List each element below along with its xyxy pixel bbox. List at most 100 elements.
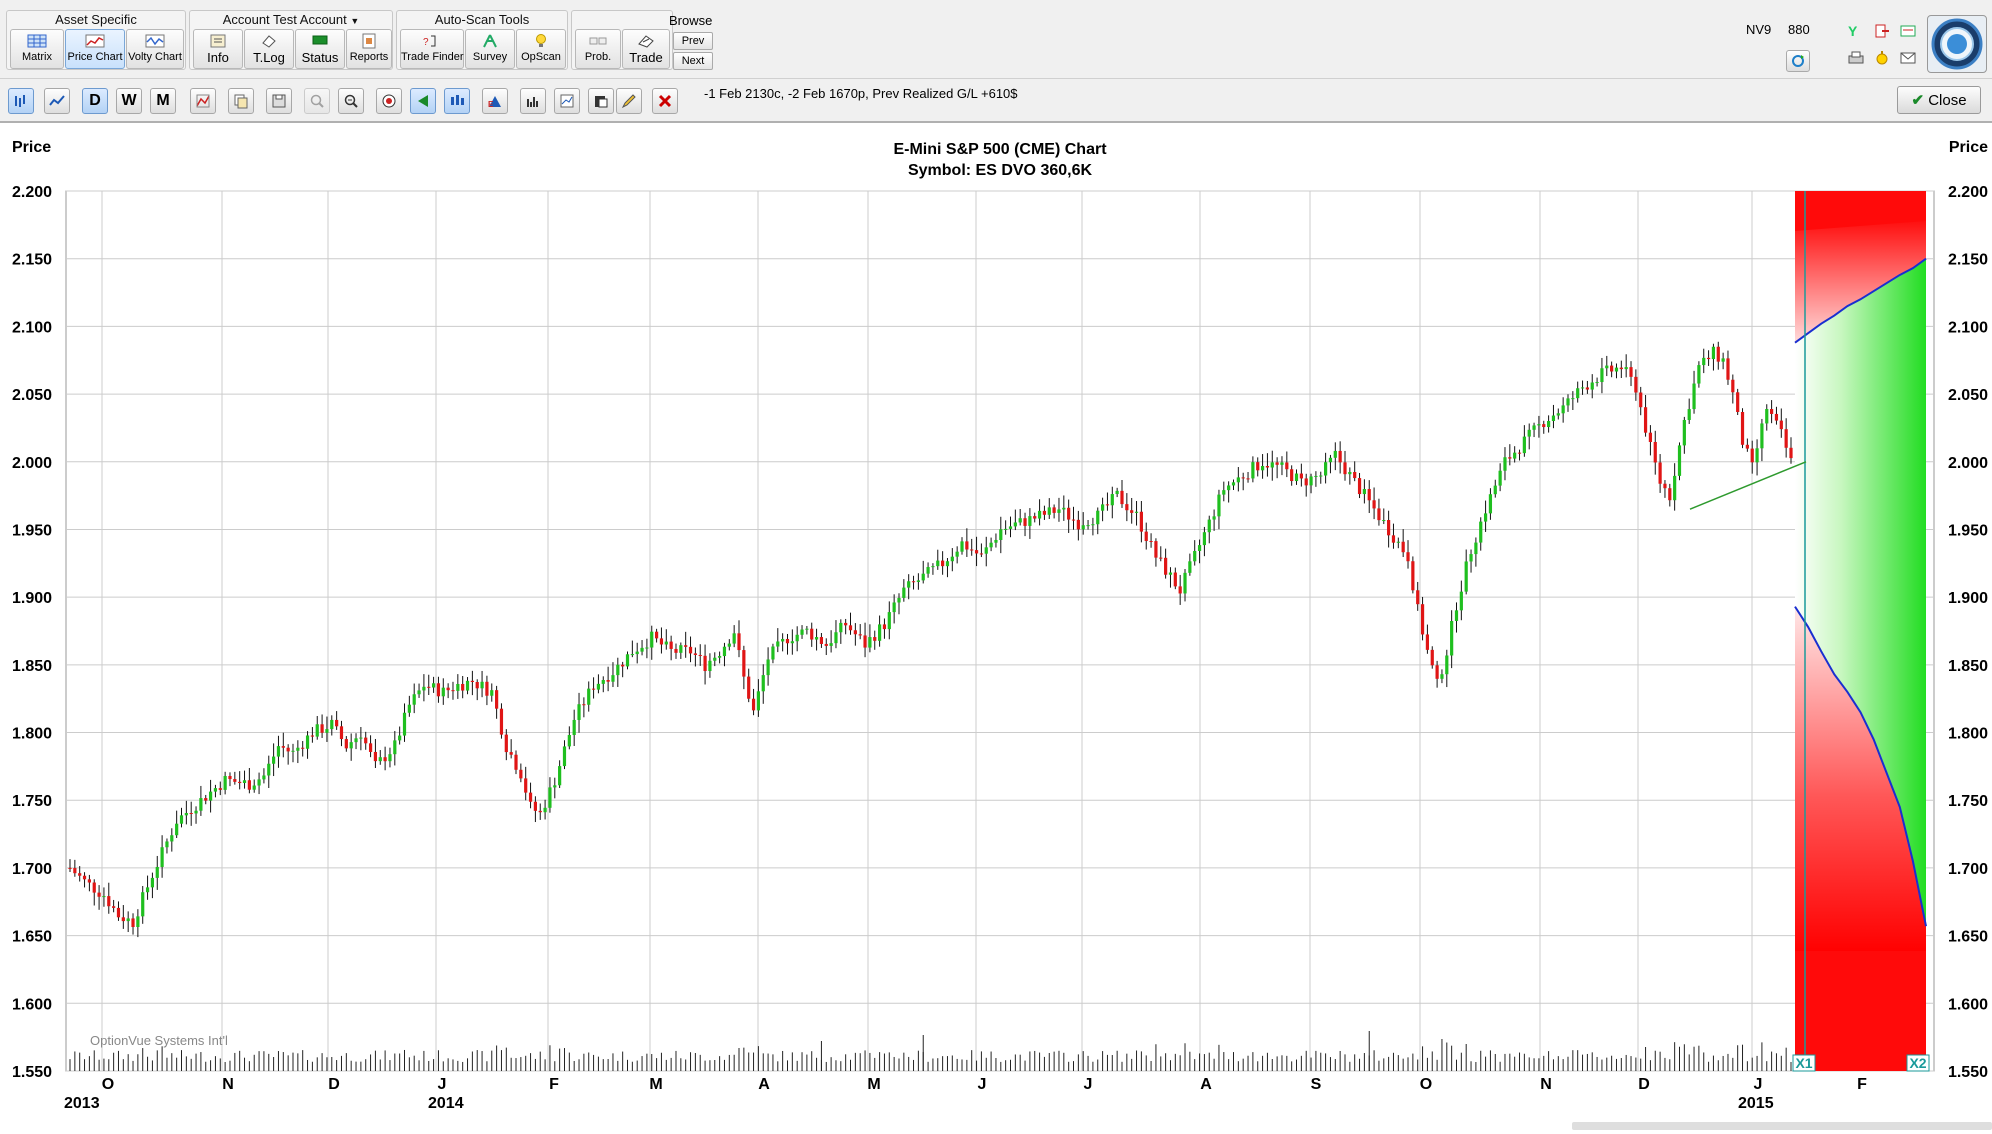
candle-body: [1197, 545, 1202, 551]
chart-subtitle: Symbol: ES DVO 360,6K: [908, 162, 1093, 179]
indicator-icon[interactable]: [190, 88, 216, 114]
y-tick-label-right: 2.000: [1948, 455, 1988, 472]
candle-body: [446, 687, 450, 691]
candlestick-icon[interactable]: [444, 88, 470, 114]
candle-body: [1304, 478, 1308, 486]
trade-finder-button[interactable]: ? Trade Finder: [400, 29, 464, 69]
alert-icon[interactable]: [1874, 50, 1890, 66]
opscan-button[interactable]: OpScan: [516, 29, 566, 69]
candle-body: [1004, 528, 1008, 530]
export-icon[interactable]: [1874, 23, 1890, 39]
horizontal-scrollbar[interactable]: [1572, 1122, 1992, 1130]
candle-body: [495, 690, 499, 709]
status-button[interactable]: Status: [295, 29, 345, 69]
close-button[interactable]: ✔ Close: [1897, 86, 1981, 114]
candle-body: [1789, 447, 1793, 459]
bar-chart-mode-button[interactable]: [8, 88, 34, 114]
period-monthly-button[interactable]: M: [150, 88, 176, 114]
watermark: OptionVue Systems Int'l: [90, 1033, 228, 1048]
yahoo-icon[interactable]: Y: [1848, 23, 1858, 39]
copy-icon[interactable]: [228, 88, 254, 114]
candle-body: [970, 549, 974, 551]
candle-body: [543, 807, 547, 813]
volty-chart-button[interactable]: Volty Chart: [126, 29, 184, 69]
candle-body: [150, 877, 155, 888]
trade-button[interactable]: Trade: [622, 29, 670, 69]
candle-body: [465, 680, 470, 691]
candle-body: [1450, 621, 1454, 656]
trade-icon: [638, 35, 654, 48]
candle-body: [1571, 398, 1575, 400]
prev-button[interactable]: Prev: [673, 32, 713, 50]
trade-log-button[interactable]: T.Log: [244, 29, 294, 69]
candle-body: [766, 659, 770, 676]
price-chart-canvas[interactable]: X1 X2 2.200 2.200 2.150 2.150 2.100 2.100 2.050…: [0, 123, 1992, 1129]
candle-body: [1343, 462, 1347, 475]
period-weekly-button[interactable]: W: [116, 88, 142, 114]
matrix-button[interactable]: Matrix: [10, 29, 64, 69]
x-month-label: F: [1857, 1076, 1867, 1093]
info-button[interactable]: Info: [193, 29, 243, 69]
candle-body: [591, 688, 596, 690]
status-value: 880: [1788, 22, 1810, 37]
candle-body: [650, 631, 654, 648]
studies-icon[interactable]: E: [482, 88, 508, 114]
x-month-label: D: [328, 1076, 340, 1093]
next-button[interactable]: Next: [673, 52, 713, 70]
candle-body: [698, 654, 702, 656]
zoom-in-icon[interactable]: [304, 88, 330, 114]
candle-body: [684, 645, 688, 647]
account-dropdown[interactable]: Account Test Account ▼: [190, 12, 392, 27]
volume-icon[interactable]: [520, 88, 546, 114]
candle-body: [179, 815, 184, 824]
app-logo: [1927, 15, 1987, 73]
candle-body: [1643, 407, 1648, 433]
x-month-label: D: [1638, 1076, 1650, 1093]
y-tick-label-left: 2.200: [12, 184, 52, 201]
candle-body: [398, 735, 402, 741]
candle-body: [931, 566, 935, 568]
y-axis-label-right: Price: [1949, 139, 1988, 156]
candle-body: [781, 638, 785, 642]
price-chart-button[interactable]: Price Chart: [65, 29, 125, 69]
y-tick-label-left: 2.050: [12, 387, 52, 404]
chart-title: E-Mini S&P 500 (CME) Chart: [893, 141, 1107, 158]
candle-body: [242, 780, 247, 784]
delete-icon[interactable]: [652, 88, 678, 114]
candle-body: [916, 580, 920, 582]
reports-button[interactable]: Reports: [346, 29, 392, 69]
x-month-label: J: [978, 1076, 987, 1093]
save-icon[interactable]: [266, 88, 292, 114]
candle-body: [276, 746, 281, 757]
mail-icon[interactable]: [1900, 50, 1916, 66]
x-month-label: S: [1311, 1076, 1322, 1093]
price-chart[interactable]: X1 X2 2.200 2.200 2.150 2.150 2.100 2.100 2.050…: [0, 123, 1992, 1129]
clipboard-icon[interactable]: [588, 88, 614, 114]
survey-button[interactable]: Survey: [465, 29, 515, 69]
candle-body: [499, 708, 504, 735]
candle-body: [1042, 510, 1047, 515]
candle-body: [1023, 518, 1027, 526]
line-chart-mode-button[interactable]: [44, 88, 70, 114]
printer-icon[interactable]: [1848, 50, 1864, 66]
trade-finder-label: Trade Finder: [401, 51, 464, 63]
period-daily-button[interactable]: D: [82, 88, 108, 114]
overlay-icon[interactable]: [554, 88, 580, 114]
candle-body: [853, 630, 857, 635]
candle-body: [645, 647, 649, 649]
pencil-icon[interactable]: [616, 88, 642, 114]
y-tick-label-left: 2.150: [12, 252, 52, 269]
candle-body: [417, 690, 421, 695]
refresh-icon[interactable]: [1786, 50, 1810, 72]
probability-button[interactable]: Prob.: [575, 29, 621, 69]
candle-body: [1018, 518, 1022, 523]
y-tick-label-left: 1.900: [12, 590, 52, 607]
scroll-left-icon[interactable]: [410, 88, 436, 114]
candle-body: [1532, 425, 1536, 430]
candle-body: [1508, 457, 1512, 459]
target-icon[interactable]: [376, 88, 402, 114]
volty-chart-label: Volty Chart: [128, 51, 182, 63]
candle-body: [824, 643, 828, 646]
zoom-out-icon[interactable]: [338, 88, 364, 114]
notes-icon[interactable]: [1900, 23, 1916, 39]
